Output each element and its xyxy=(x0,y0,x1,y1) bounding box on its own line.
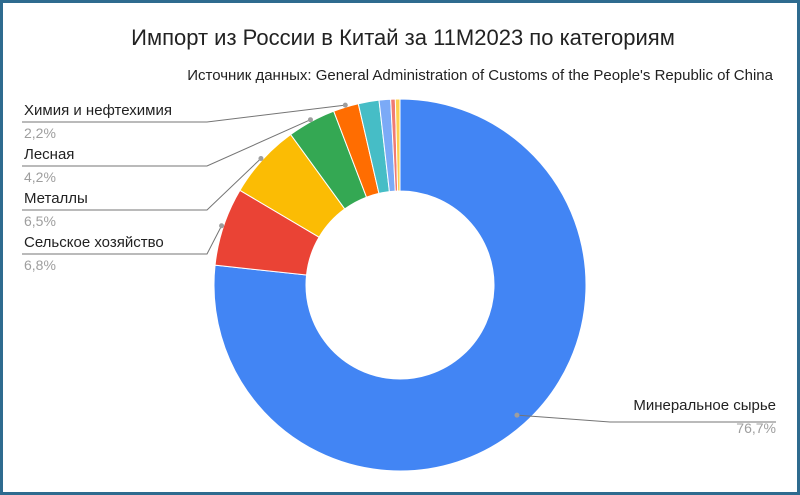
slice-label-минеральное-сырье: Минеральное сырье xyxy=(633,397,776,414)
callout-line-металлы xyxy=(22,158,262,211)
callout-dot-химия-и-нефтехимия xyxy=(342,102,348,108)
slice-label-лесная: Лесная xyxy=(24,146,74,163)
callout-dot-лесная xyxy=(307,117,313,123)
slice-минеральное-сырье xyxy=(213,98,587,472)
callout-dot-минеральное-сырье xyxy=(514,412,520,418)
slice-value-лесная: 4,2% xyxy=(24,169,56,185)
chart-subtitle: Источник данных: General Administration … xyxy=(187,67,773,84)
callout-dot-сельское-хозяйство xyxy=(219,223,225,229)
slice-value-сельское-хозяйство: 6,8% xyxy=(24,257,56,273)
callout-dot-металлы xyxy=(258,155,264,161)
slice-value-минеральное-сырье: 76,7% xyxy=(736,420,776,436)
chart-title: Импорт из России в Китай за 11М2023 по к… xyxy=(131,25,675,50)
callout-line-химия-и-нефтехимия xyxy=(22,104,346,123)
slice-label-сельское-хозяйство: Сельское хозяйство xyxy=(24,234,164,251)
callout-line-сельское-хозяйство xyxy=(22,225,223,255)
callout-group: Минеральное сырье 76,7% Сельское хозяйство… xyxy=(22,102,776,436)
slice-label-металлы: Металлы xyxy=(24,190,88,207)
slice-other-8 xyxy=(394,98,401,192)
slice-value-металлы: 6,5% xyxy=(24,213,56,229)
slice-label-химия-и-нефтехимия: Химия и нефтехимия xyxy=(24,102,172,119)
slice-group xyxy=(213,98,587,472)
slice-value-химия-и-нефтехимия: 2,2% xyxy=(24,125,56,141)
callout-line-минеральное-сырье xyxy=(516,414,776,423)
callout-line-лесная xyxy=(22,119,311,167)
